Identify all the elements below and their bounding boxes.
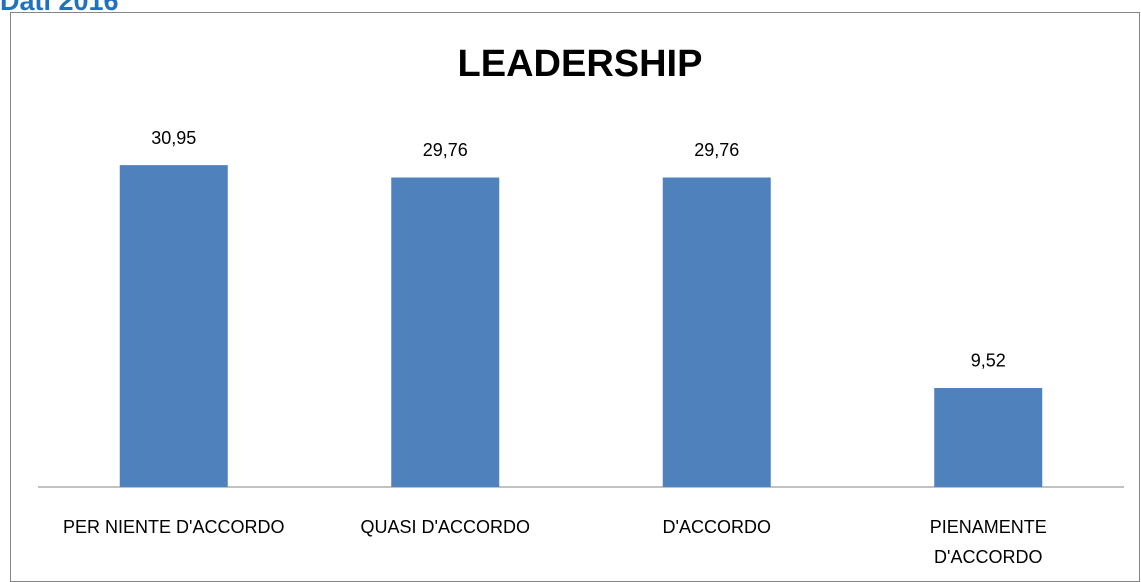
x-tick-label: PIENAMENTE D'ACCORDO <box>929 517 1047 567</box>
value-label: 29,76 <box>694 140 739 160</box>
x-tick-label: PER NIENTE D'ACCORDO <box>63 517 285 537</box>
x-tick-label: D'ACCORDO <box>662 517 771 537</box>
bar <box>119 165 228 487</box>
x-tick-label: QUASI D'ACCORDO <box>360 517 530 537</box>
value-label: 9,52 <box>971 351 1006 371</box>
bar <box>391 177 500 487</box>
bar <box>662 177 771 487</box>
value-label: 30,95 <box>151 128 196 148</box>
bar <box>934 387 1043 487</box>
chart-title: LEADERSHIP <box>458 43 703 85</box>
value-label: 29,76 <box>423 140 468 160</box>
